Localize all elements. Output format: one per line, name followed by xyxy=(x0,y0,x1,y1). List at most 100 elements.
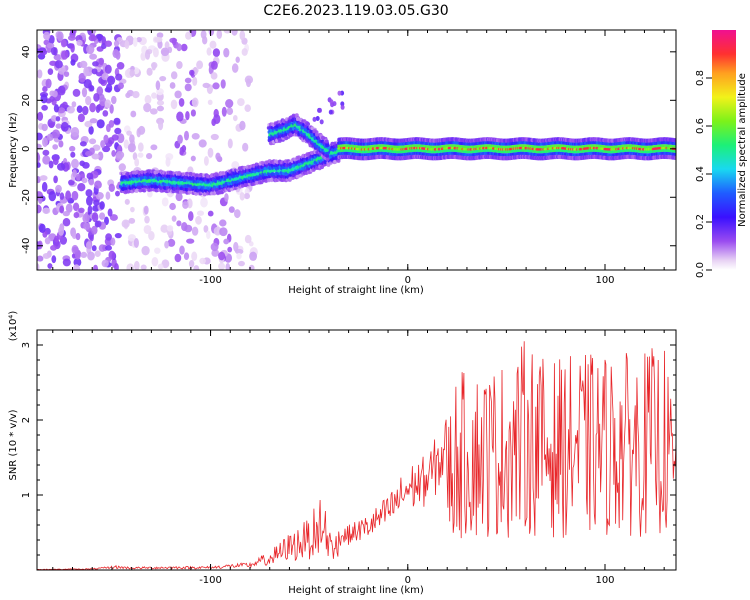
snr-xtick-label: -100 xyxy=(199,575,222,586)
spectrogram-cell xyxy=(137,152,144,158)
spectrogram-cell xyxy=(53,104,59,113)
spectrogram-xlabel: Height of straight line (km) xyxy=(288,285,424,296)
spectrogram-cell xyxy=(124,40,130,49)
spectrogram-cell xyxy=(245,78,252,88)
spectrogram-cell xyxy=(104,245,113,251)
spectrogram-cell xyxy=(73,212,80,219)
spectrogram-cell xyxy=(52,157,59,166)
spectrogram-cell xyxy=(49,60,57,66)
spectrogram-cell xyxy=(219,219,227,227)
spectrogram-cell xyxy=(85,241,92,250)
spectrogram-cell xyxy=(312,116,317,122)
spectrogram-cell xyxy=(196,60,204,70)
spectrogram-cell xyxy=(72,88,81,97)
spectrogram-cell xyxy=(59,192,65,200)
spectrogram-cell xyxy=(114,127,122,135)
spectrogram-cell xyxy=(141,245,150,256)
spectrogram-cell xyxy=(196,210,205,216)
spectrogram-cell xyxy=(77,183,86,192)
spectrogram-cell xyxy=(164,41,170,50)
spectrogram-cell xyxy=(44,237,51,245)
spectrogram-cell xyxy=(234,209,241,219)
spectrogram-cell xyxy=(125,92,131,98)
snr-xlabel: Height of straight line (km) xyxy=(288,585,424,596)
spectrogram-cell xyxy=(42,137,48,148)
spectrogram-cell xyxy=(188,259,195,268)
spectrogram-cell xyxy=(92,61,99,67)
spectrogram-cell xyxy=(57,85,66,96)
spectrogram-cell xyxy=(88,125,94,135)
spectrogram-cell xyxy=(94,180,102,189)
spectrogram-cell xyxy=(97,151,104,161)
spectrogram-ytick-label: 0 xyxy=(21,146,32,152)
spectrogram-cell xyxy=(124,198,130,205)
spectrogram-cell xyxy=(89,118,98,124)
spectrogram-cell xyxy=(114,232,122,239)
spectrogram-cell xyxy=(65,190,72,201)
spectrogram-cell xyxy=(171,37,177,46)
spectrogram-cell xyxy=(37,143,42,149)
spectrogram-cell xyxy=(108,250,116,260)
spectrogram-cell xyxy=(242,142,249,152)
spectrogram-cell xyxy=(50,115,58,122)
spectrogram-cell xyxy=(37,153,41,163)
spectrogram-cell xyxy=(88,34,97,42)
spectrogram-cell xyxy=(109,214,118,221)
spectrogram-cell xyxy=(49,95,55,102)
spectrogram-cell xyxy=(174,253,182,263)
spectrogram-cell xyxy=(104,87,112,93)
spectrogram-cell xyxy=(134,157,140,167)
spectrogram-cell xyxy=(325,157,330,161)
spectrogram-cell xyxy=(50,245,57,251)
spectrogram-cell xyxy=(146,153,153,160)
spectrogram-cell xyxy=(121,219,130,228)
spectrogram-cell xyxy=(46,133,54,141)
spectrogram-cell xyxy=(99,201,105,210)
spectrogram-cell xyxy=(136,36,142,43)
spectrogram-cell xyxy=(319,119,324,125)
spectrogram-cell xyxy=(156,100,165,106)
spectrogram-cell xyxy=(83,78,92,89)
spectrogram-cell xyxy=(207,210,214,217)
spectrogram-cell xyxy=(115,151,125,159)
spectrogram-cell xyxy=(72,246,79,253)
spectrogram-cell xyxy=(137,125,146,135)
spectrogram-cell xyxy=(62,217,71,227)
spectrogram-cell xyxy=(336,158,341,163)
spectrogram-cell xyxy=(179,245,185,255)
spectrogram-cell xyxy=(105,233,113,241)
spectrogram-cell xyxy=(66,105,75,114)
spectrogram-cell xyxy=(130,206,135,213)
spectrogram-cell xyxy=(231,161,240,170)
colorbar-tick-label: 0.0 xyxy=(695,262,706,278)
spectrogram-cell xyxy=(176,111,184,122)
spectrogram-cell xyxy=(210,72,218,80)
spectrogram-cell xyxy=(181,222,188,232)
spectrogram-cell xyxy=(315,116,320,121)
spectrogram-cell xyxy=(107,208,113,217)
spectrogram-cell xyxy=(212,48,221,57)
spectrogram-cell xyxy=(318,107,322,113)
snr-multiplier: (x10⁴) xyxy=(8,311,19,342)
spectrogram-xtick-label: 100 xyxy=(595,275,614,286)
spectrogram-cell xyxy=(140,264,147,270)
spectrogram-cell xyxy=(72,202,80,212)
spectrogram-cell xyxy=(190,155,196,162)
spectrogram-cell xyxy=(123,186,128,191)
spectrogram-cell xyxy=(60,50,69,60)
spectrogram-cell xyxy=(200,197,208,208)
spectrogram-cell xyxy=(235,56,240,63)
spectrogram-cell xyxy=(116,61,125,70)
spectrogram-cell xyxy=(148,231,155,241)
spectrogram-cell xyxy=(79,60,88,69)
spectrogram-cell xyxy=(226,107,234,116)
spectrogram-cell xyxy=(186,238,195,244)
spectrogram-cell xyxy=(54,235,59,243)
spectrogram-cell xyxy=(203,155,209,166)
spectrogram-cell xyxy=(38,223,46,233)
spectrogram-cell xyxy=(89,138,97,145)
spectrogram-cell xyxy=(39,175,48,181)
spectrogram-cell xyxy=(42,149,50,156)
spectrogram-cell xyxy=(191,226,199,236)
